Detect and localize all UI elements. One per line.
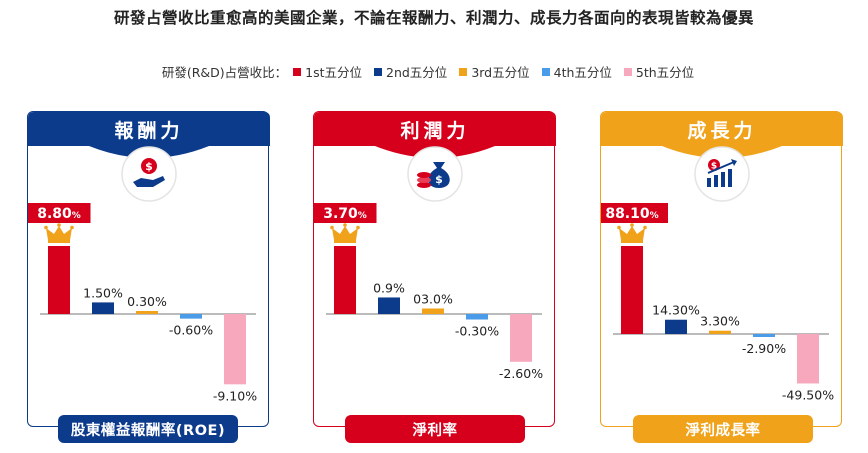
panel-profit: 利潤力 $3.70% 0.9% 03.0% -0.30% -2.60% — [313, 111, 556, 427]
bar-5 — [797, 334, 819, 384]
crown-icon — [617, 223, 647, 243]
data-label: 1.50% — [83, 285, 123, 300]
bar-5 — [510, 314, 532, 362]
bar-3 — [422, 308, 444, 314]
bar-1 — [48, 246, 70, 314]
legend-swatch — [459, 67, 468, 76]
crown-icon — [330, 223, 360, 243]
chart-svg: 成長力 $88.10% 14.30%3.30%-2.90% -49.50% — [601, 112, 843, 402]
data-label: -2.60% — [499, 366, 543, 381]
data-label: -9.10% — [213, 388, 257, 403]
panel-header-band — [28, 112, 270, 158]
data-label: 3.30% — [700, 314, 740, 329]
money-bag-icon: $ — [417, 162, 450, 188]
bar-3 — [136, 311, 158, 314]
data-label: 03.0% — [413, 291, 453, 306]
svg-text:$: $ — [435, 173, 443, 186]
legend-label: 3rd五分位 — [471, 65, 530, 80]
data-label: 88.10% — [605, 206, 658, 222]
data-label: -0.60% — [169, 323, 213, 338]
bar-3 — [709, 330, 731, 334]
legend-item-2nd: 2nd五分位 — [374, 62, 447, 81]
legend-item-3rd: 3rd五分位 — [459, 62, 530, 81]
legend-title: 研發(R&D)占營收比： — [161, 65, 288, 80]
panel-return-footer: 股東權益報酬率(ROE) — [58, 415, 238, 443]
legend-item-5th: 5th五分位 — [623, 62, 695, 81]
hand-coin-icon: $ — [133, 158, 165, 187]
data-label: -0.30% — [455, 324, 499, 339]
bar-2 — [378, 297, 400, 314]
data-label: 3.70% — [323, 206, 367, 222]
panel-title: 成長力 — [687, 119, 756, 142]
data-label: -2.90% — [742, 341, 786, 356]
legend-swatch — [541, 67, 550, 76]
legend-item-4th: 4th五分位 — [541, 62, 612, 81]
legend-swatch — [623, 67, 632, 76]
legend-swatch — [374, 67, 382, 76]
data-label: 14.30% — [652, 303, 700, 318]
panel-header-band — [601, 112, 843, 158]
data-label: 0.30% — [127, 294, 167, 309]
legend-item-1st: 1st五分位 — [293, 62, 362, 81]
bar-4 — [180, 314, 202, 319]
svg-text:$: $ — [145, 160, 153, 173]
legend-label: 1st五分位 — [305, 65, 362, 80]
bar-2 — [665, 319, 687, 334]
legend-label: 2nd五分位 — [386, 65, 448, 80]
bar-5 — [224, 314, 246, 385]
panel-growth-footer: 淨利成長率 — [633, 415, 813, 443]
data-label-bg — [28, 203, 91, 223]
panel-header-band — [314, 112, 556, 158]
bar-1 — [621, 246, 643, 334]
legend-label: 4th五分位 — [553, 65, 612, 80]
chart-svg: 利潤力 $3.70% 0.9% 03.0% -0.30% -2.60% — [314, 112, 556, 381]
panel-profit-footer: 淨利率 — [345, 415, 525, 443]
crown-icon — [44, 223, 74, 243]
bar-2 — [92, 302, 114, 314]
bar-4 — [466, 314, 488, 320]
legend: 研發(R&D)占營收比： 1st五分位 2nd五分位 3rd五分位 4th五分位… — [0, 62, 868, 81]
bar-4 — [753, 334, 775, 337]
data-label: -49.50% — [782, 387, 834, 402]
bar-1 — [334, 246, 356, 314]
legend-label: 5th五分位 — [635, 65, 695, 80]
data-label-bg — [601, 203, 668, 223]
chart-svg: 報酬力 $8.80% 1.50% 0.30%-0.60% -9.10% — [28, 112, 270, 403]
panel-growth: 成長力 $88.10% 14.30% 3.30% -2.90% -49.50% — [600, 111, 843, 427]
panel-title: 利潤力 — [400, 119, 469, 142]
data-label: 0.9% — [373, 280, 405, 295]
data-label: 8.80% — [37, 206, 81, 222]
panel-title: 報酬力 — [114, 119, 183, 142]
page-title: 研發占營收比重愈高的美國企業，不論在報酬力、利潤力、成長力各面向的表現皆較為優異 — [113, 9, 754, 27]
data-label-bg — [314, 203, 377, 223]
legend-swatch — [293, 67, 302, 76]
svg-text:$: $ — [711, 162, 717, 172]
growth-chart-icon: $ — [707, 159, 737, 187]
panel-return: 報酬力 $8.80% 1.50% 0.30% -0.60% -9.10% — [27, 111, 270, 427]
